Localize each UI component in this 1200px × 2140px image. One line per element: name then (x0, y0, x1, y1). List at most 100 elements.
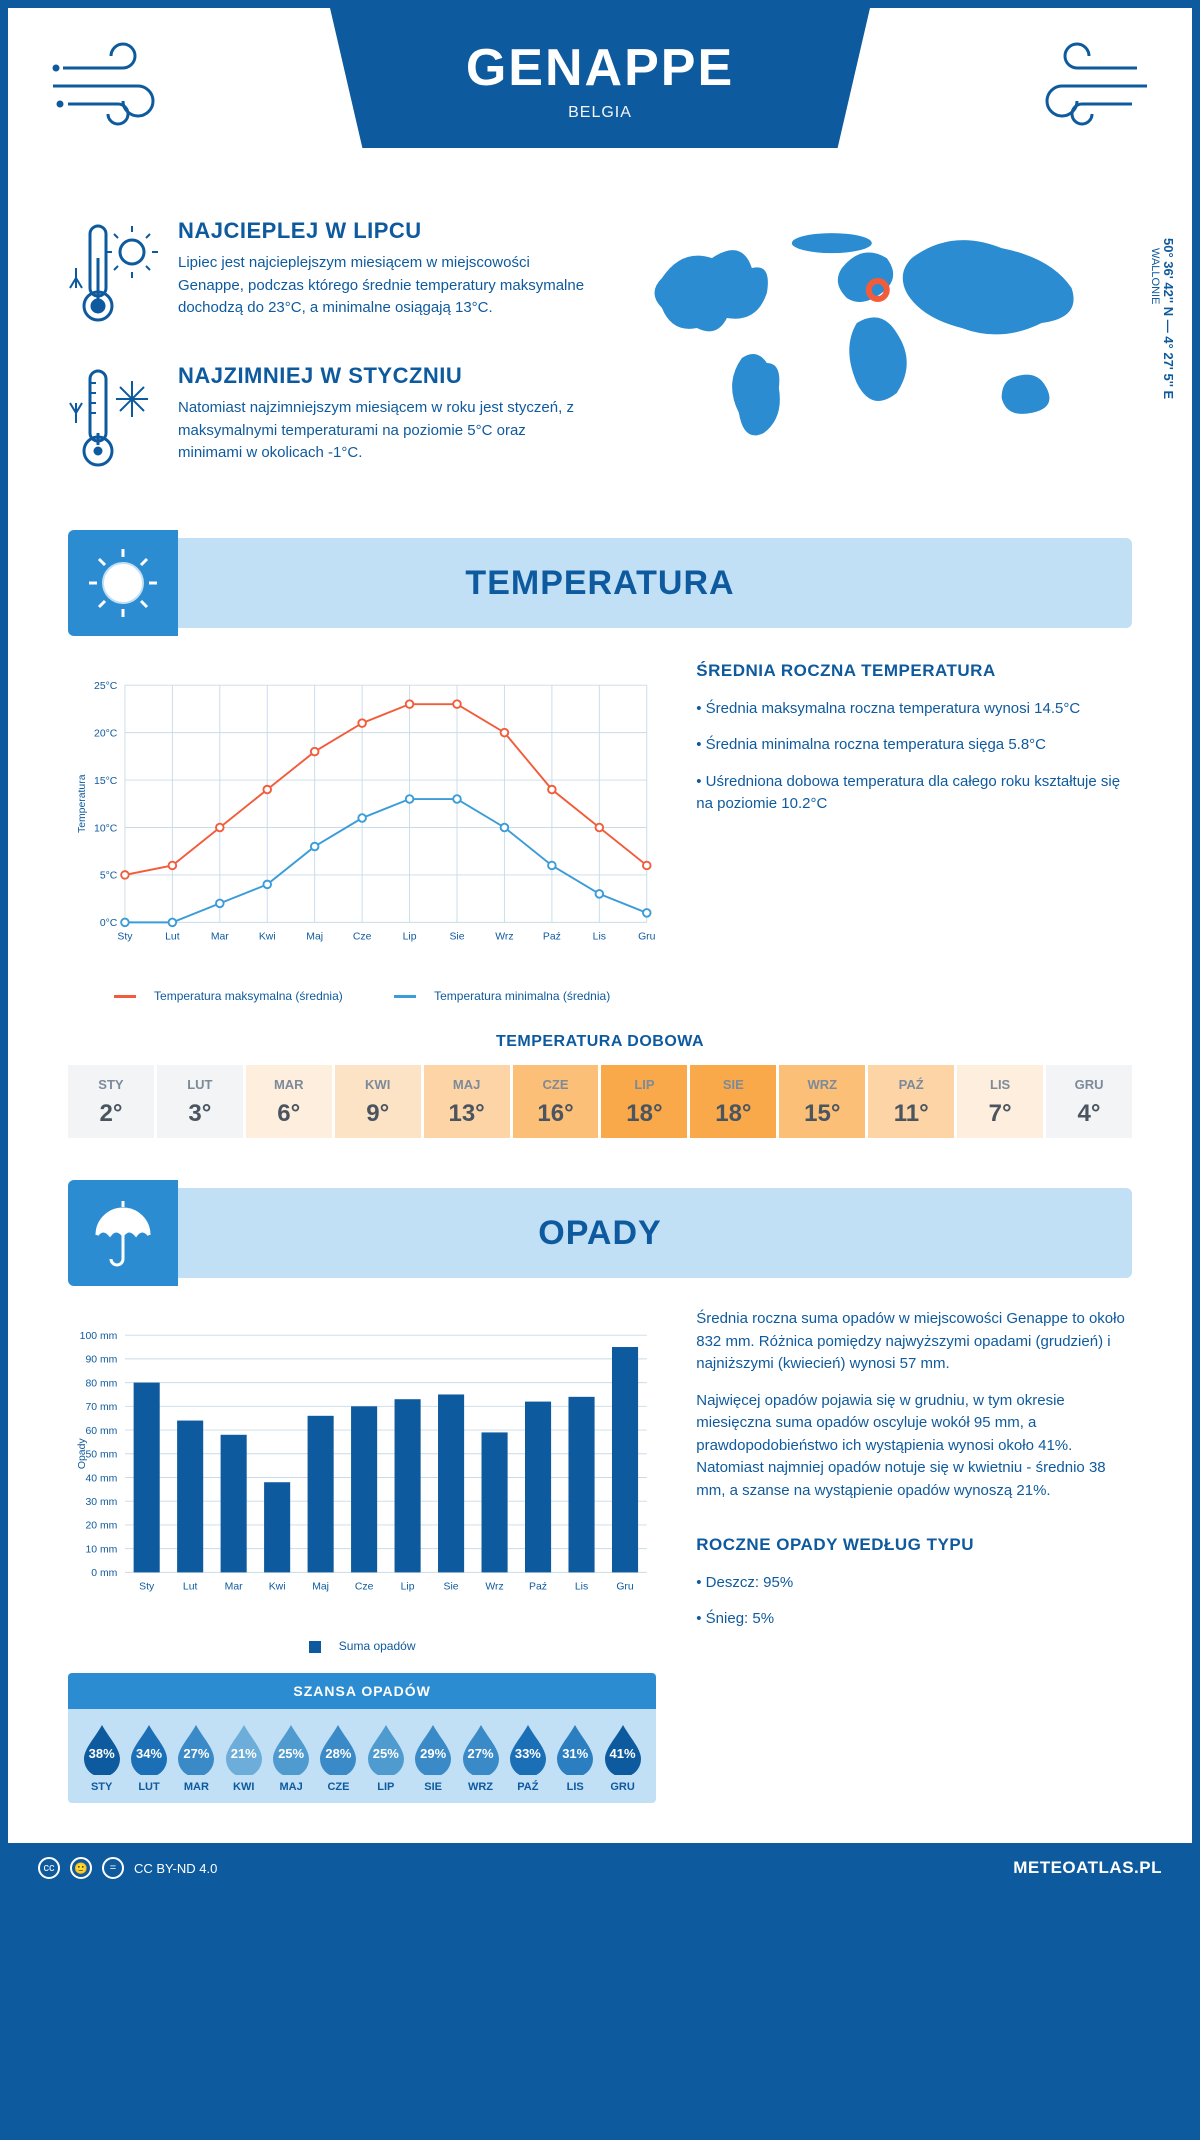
thermometer-hot-icon (68, 218, 158, 333)
svg-text:Paź: Paź (543, 931, 561, 942)
svg-text:50 mm: 50 mm (85, 1450, 117, 1461)
footer: cc 🙂 = CC BY-ND 4.0 METEOATLAS.PL (8, 1843, 1192, 1893)
svg-text:Cze: Cze (353, 931, 372, 942)
world-map: 50° 36' 42'' N — 4° 27' 5'' E WALLONIE (632, 218, 1132, 508)
title-banner: GENAPPE BELGIA (330, 8, 870, 148)
svg-text:Mar: Mar (225, 1581, 243, 1592)
daily-cell: PAŹ11° (868, 1065, 954, 1138)
daily-cell: LUT3° (157, 1065, 243, 1138)
svg-text:Cze: Cze (355, 1581, 374, 1592)
temperature-chart: 0°C 5°C 10°C 15°C 20°C 25°C Sty Lut Mar Kwi Maj Cze… (68, 658, 656, 1003)
svg-text:Gru: Gru (638, 931, 656, 942)
svg-text:40 mm: 40 mm (85, 1473, 117, 1484)
coldest-block: NAJZIMNIEJ W STYCZNIU Natomiast najzimni… (68, 363, 592, 478)
daily-cell: LIS7° (957, 1065, 1043, 1138)
svg-text:Sty: Sty (139, 1581, 155, 1592)
chance-drop: 25%LIP (362, 1723, 409, 1793)
chance-drop: 27%MAR (173, 1723, 220, 1793)
chance-drop: 27%WRZ (457, 1723, 504, 1793)
svg-text:10°C: 10°C (94, 823, 118, 834)
sun-icon (68, 530, 178, 636)
svg-text:Wrz: Wrz (495, 931, 513, 942)
wind-icon (48, 38, 188, 133)
precip-chance: SZANSA OPADÓW 38%STY34%LUT27%MAR21%KWI25… (68, 1673, 656, 1803)
svg-text:Lip: Lip (403, 931, 417, 942)
license: cc 🙂 = CC BY-ND 4.0 (38, 1857, 217, 1879)
precip-title: OPADY (538, 1214, 661, 1253)
coordinates: 50° 36' 42'' N — 4° 27' 5'' E WALLONIE (1149, 238, 1176, 399)
temperature-banner: TEMPERATURA (68, 538, 1132, 628)
daily-temp-grid: STY2°LUT3°MAR6°KWI9°MAJ13°CZE16°LIP18°SI… (68, 1065, 1132, 1138)
coldest-title: NAJZIMNIEJ W STYCZNIU (178, 363, 592, 389)
warmest-text: Lipiec jest najcieplejszym miesiącem w m… (178, 252, 592, 320)
chance-drop: 41%GRU (599, 1723, 646, 1793)
svg-text:0 mm: 0 mm (91, 1568, 117, 1579)
svg-text:Lis: Lis (575, 1581, 588, 1592)
svg-text:20°C: 20°C (94, 728, 118, 739)
svg-text:100 mm: 100 mm (80, 1331, 118, 1342)
umbrella-icon (68, 1180, 178, 1286)
svg-text:25°C: 25°C (94, 681, 118, 692)
svg-text:Maj: Maj (306, 931, 323, 942)
svg-text:15°C: 15°C (94, 776, 118, 787)
svg-text:60 mm: 60 mm (85, 1426, 117, 1437)
svg-text:Sty: Sty (117, 931, 133, 942)
svg-text:Mar: Mar (211, 931, 229, 942)
svg-text:Lip: Lip (401, 1581, 415, 1592)
precip-text: Średnia roczna suma opadów w miejscowośc… (696, 1308, 1132, 1803)
chance-drop: 31%LIS (552, 1723, 599, 1793)
svg-text:90 mm: 90 mm (85, 1355, 117, 1366)
chance-drop: 28%CZE (315, 1723, 362, 1793)
svg-text:70 mm: 70 mm (85, 1402, 117, 1413)
site-name: METEOATLAS.PL (1013, 1858, 1162, 1878)
svg-text:80 mm: 80 mm (85, 1378, 117, 1389)
chance-drop: 33%PAŹ (504, 1723, 551, 1793)
svg-text:Opady: Opady (77, 1438, 88, 1469)
svg-text:Gru: Gru (616, 1581, 634, 1592)
nd-icon: = (102, 1857, 124, 1879)
precip-banner: OPADY (68, 1188, 1132, 1278)
chance-title: SZANSA OPADÓW (68, 1673, 656, 1709)
country-name: BELGIA (330, 104, 870, 122)
top-info-row: NAJCIEPLEJ W LIPCU Lipiec jest najcieple… (68, 218, 1132, 508)
daily-cell: CZE16° (513, 1065, 599, 1138)
svg-text:Lis: Lis (593, 931, 606, 942)
coldest-text: Natomiast najzimniejszym miesiącem w rok… (178, 397, 592, 465)
svg-text:Lut: Lut (165, 931, 180, 942)
daily-cell: MAR6° (246, 1065, 332, 1138)
svg-text:Sie: Sie (449, 931, 464, 942)
svg-text:20 mm: 20 mm (85, 1521, 117, 1532)
daily-temp-title: TEMPERATURA DOBOWA (68, 1033, 1132, 1051)
svg-text:0°C: 0°C (100, 918, 118, 929)
svg-text:Kwi: Kwi (269, 1581, 286, 1592)
by-icon: 🙂 (70, 1857, 92, 1879)
svg-text:Sie: Sie (444, 1581, 459, 1592)
chance-drop: 29%SIE (409, 1723, 456, 1793)
svg-text:5°C: 5°C (100, 871, 118, 882)
daily-cell: GRU4° (1046, 1065, 1132, 1138)
wind-icon (1012, 38, 1152, 133)
warmest-title: NAJCIEPLEJ W LIPCU (178, 218, 592, 244)
warmest-block: NAJCIEPLEJ W LIPCU Lipiec jest najcieple… (68, 218, 592, 333)
chance-drop: 38%STY (78, 1723, 125, 1793)
daily-cell: KWI9° (335, 1065, 421, 1138)
daily-cell: WRZ15° (779, 1065, 865, 1138)
precip-chart: 0 mm10 mm20 mm30 mm40 mm50 mm60 mm70 mm8… (68, 1308, 656, 1803)
daily-cell: MAJ13° (424, 1065, 510, 1138)
svg-text:Wrz: Wrz (485, 1581, 503, 1592)
header: GENAPPE BELGIA (8, 8, 1192, 188)
daily-cell: SIE18° (690, 1065, 776, 1138)
svg-text:30 mm: 30 mm (85, 1497, 117, 1508)
city-name: GENAPPE (330, 38, 870, 98)
chance-drop: 34%LUT (125, 1723, 172, 1793)
annual-temp-text: ŚREDNIA ROCZNA TEMPERATURA • Średnia mak… (696, 658, 1132, 1003)
thermometer-cold-icon (68, 363, 158, 478)
precip-legend: Suma opadów (68, 1639, 656, 1653)
cc-icon: cc (38, 1857, 60, 1879)
svg-text:Paź: Paź (529, 1581, 547, 1592)
svg-text:Temperatura: Temperatura (77, 774, 88, 833)
svg-text:Kwi: Kwi (259, 931, 276, 942)
daily-cell: LIP18° (601, 1065, 687, 1138)
daily-cell: STY2° (68, 1065, 154, 1138)
svg-text:Lut: Lut (183, 1581, 198, 1592)
